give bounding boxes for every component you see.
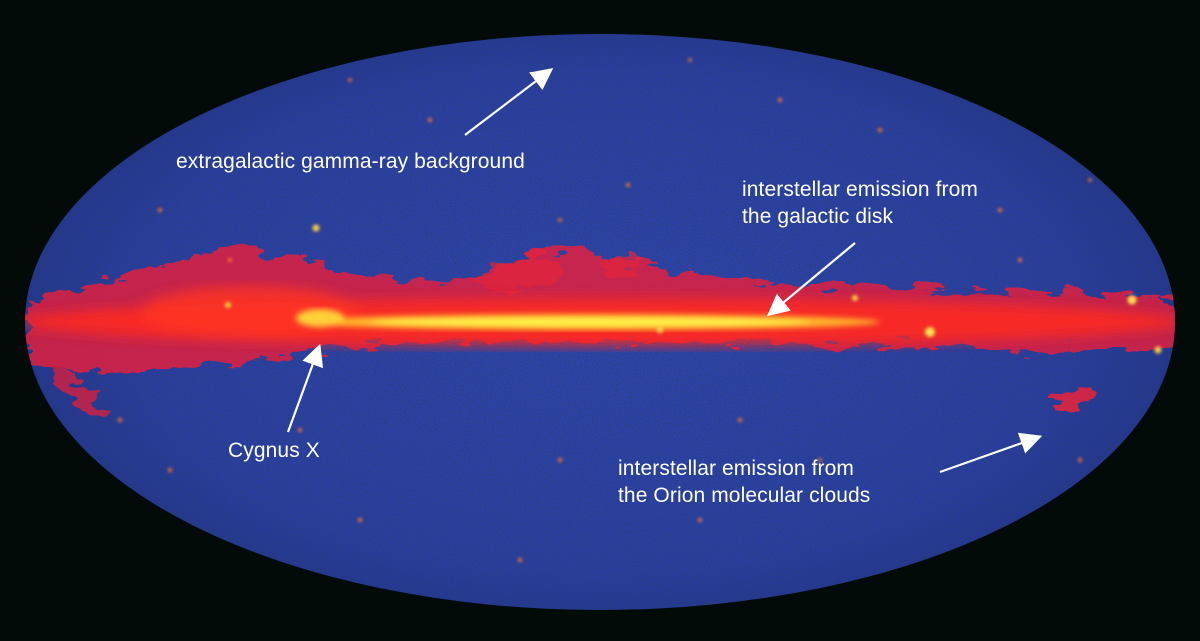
arrow-extragalactic [464,68,554,136]
point-sources [118,58,1162,562]
galactic-center-core [296,309,880,330]
label-line-2: the Orion molecular clouds [618,484,871,507]
arrow-cygnus [286,343,324,433]
annotation-arrows [286,68,1043,474]
arrow-disk [766,242,856,317]
arrow-orion [939,432,1043,474]
label-line-2: the galactic disk [742,205,894,228]
label-line-1: interstellar emission from [618,457,854,480]
label-line-1: interstellar emission from [742,178,978,201]
label-orion-clouds-emission: interstellar emission from the Orion mol… [618,455,870,509]
label-cygnus-x: Cygnus X [228,439,320,462]
label-extragalactic-background: extragalactic gamma-ray background [176,150,525,173]
label-galactic-disk-emission: interstellar emission from the galactic … [742,176,978,230]
